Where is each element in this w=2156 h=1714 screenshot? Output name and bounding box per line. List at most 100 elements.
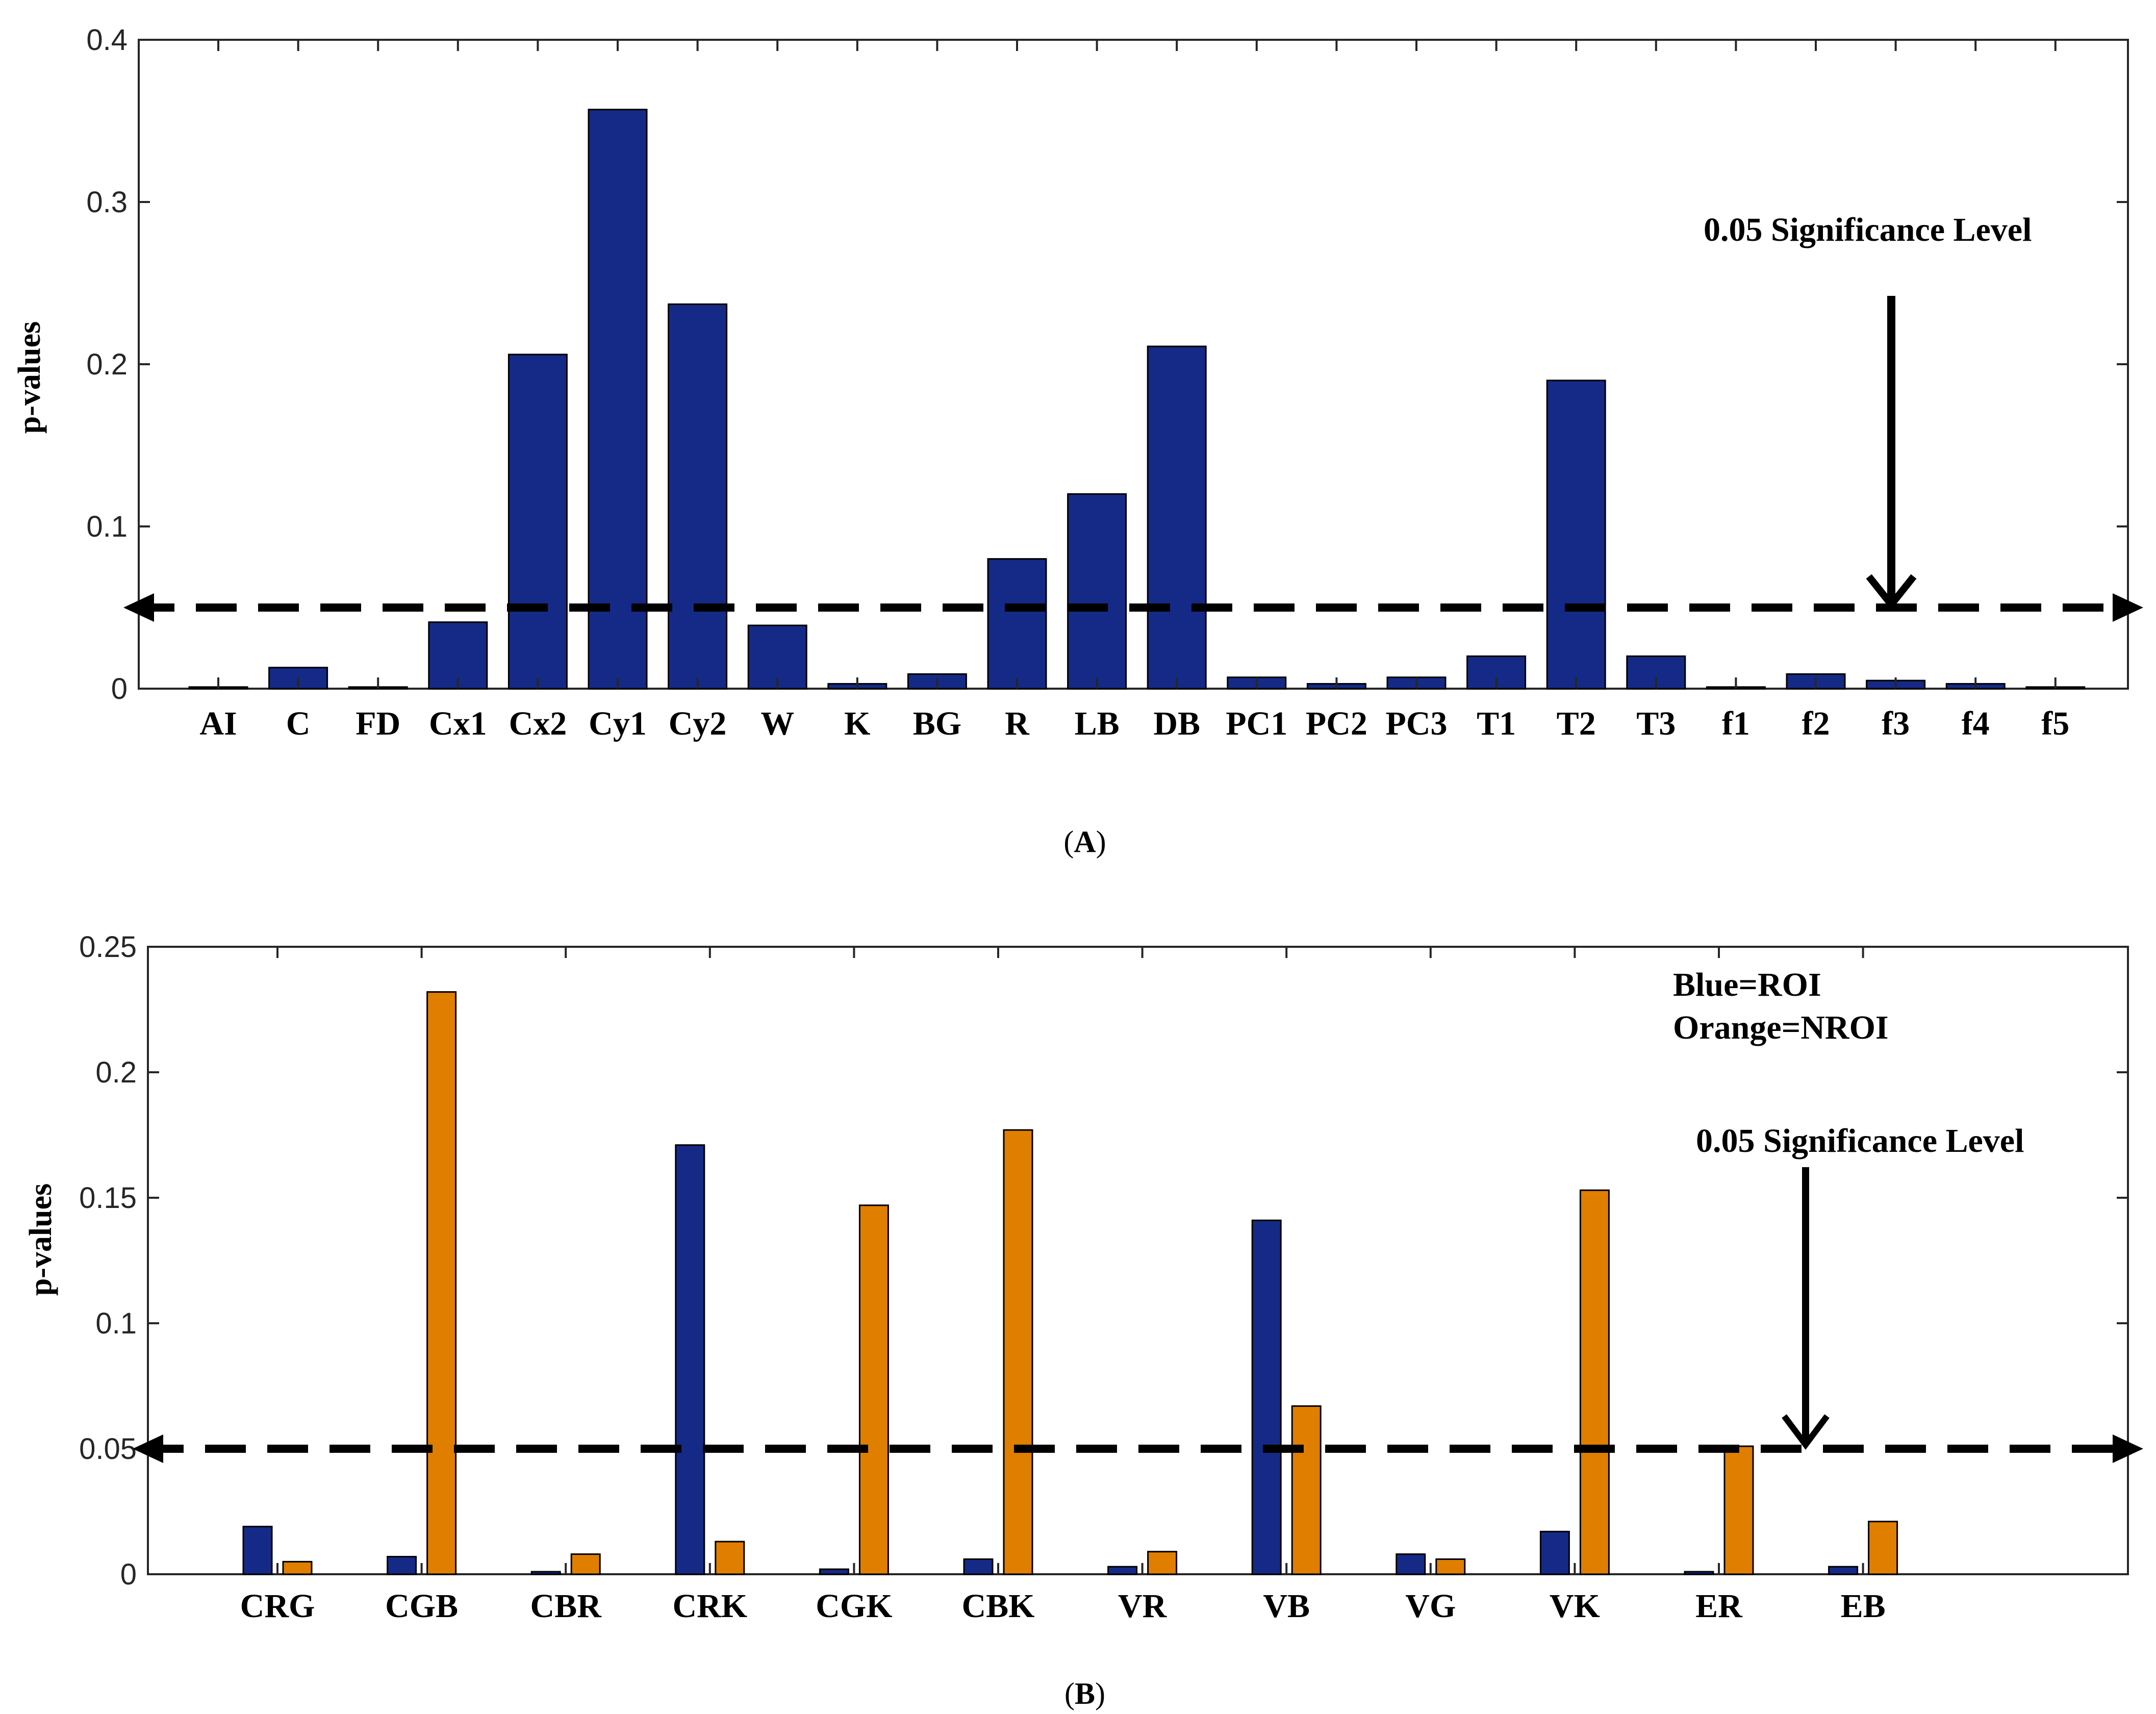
b-bar-roi-er — [1684, 1571, 1714, 1575]
b-bar-roi-crk — [675, 1144, 705, 1575]
a-category-label-t1: T1 — [1477, 705, 1516, 742]
a-category-label-cx2: Cx2 — [509, 705, 567, 742]
b-y-tick-label: 0.25 — [79, 930, 137, 964]
panel-a-annotation-arrow — [1866, 296, 1917, 611]
b-y-tick-label: 0.05 — [79, 1432, 137, 1466]
b-bar-nroi-crk — [715, 1541, 745, 1575]
a-category-label-cx1: Cx1 — [429, 705, 487, 742]
panel-b-label: (B) — [1064, 1677, 1105, 1710]
a-category-label-db: DB — [1153, 705, 1200, 742]
a-category-label-w: W — [760, 705, 794, 742]
b-y-tick-label: 0.1 — [95, 1307, 137, 1340]
a-category-label-pc1: PC1 — [1226, 705, 1287, 742]
a-bar-p-values-cy1 — [588, 109, 648, 690]
b-category-label-crk: CRK — [672, 1587, 747, 1625]
a-category-label-f5: f5 — [2041, 705, 2069, 742]
panel-b-chart: 0 0.05 0.1 0.15 0.2 0.25 CRG CGB CBR CRK CGK CBK VR… — [23, 930, 2143, 1710]
a-category-label-fd: FD — [356, 705, 400, 742]
panel-b-x-axis: CRG CGB CBR CRK CGK CBK VR VB VG VK ER EB — [240, 947, 1886, 1625]
a-category-label-f3: f3 — [1882, 705, 1910, 742]
legend-roi: Blue=ROI — [1673, 966, 1821, 1003]
b-y-tick-label: 0 — [120, 1558, 137, 1591]
b-bar-nroi-vr — [1147, 1551, 1178, 1575]
b-threshold-arrow-right — [2113, 1434, 2143, 1463]
b-bar-roi-cbk — [963, 1558, 994, 1575]
b-category-label-eb: EB — [1841, 1587, 1886, 1625]
b-bar-nroi-eb — [1868, 1521, 1898, 1575]
panel-b-label-letter: B — [1075, 1677, 1095, 1710]
a-y-tick-label: 0.1 — [86, 510, 128, 543]
a-category-label-cy1: Cy1 — [589, 705, 647, 742]
a-y-tick-label: 0.2 — [86, 348, 128, 381]
a-category-label-pc3: PC3 — [1386, 705, 1448, 742]
panel-b-y-axis-label: p-values — [23, 1183, 58, 1296]
b-bar-roi-crg — [242, 1526, 273, 1575]
b-category-label-crg: CRG — [240, 1587, 315, 1625]
a-threshold-arrow-right — [2113, 593, 2143, 622]
b-bar-nroi-cbk — [1003, 1129, 1033, 1575]
a-category-label-f1: f1 — [1722, 705, 1750, 742]
b-category-label-vr: VR — [1118, 1587, 1168, 1625]
b-threshold-arrow-left — [133, 1434, 163, 1463]
b-bar-roi-vb — [1251, 1219, 1282, 1575]
b-category-label-vb: VB — [1263, 1587, 1310, 1625]
a-y-tick-label: 0.4 — [86, 23, 128, 57]
a-bar-p-values-cy2 — [668, 303, 728, 690]
a-category-label-pc2: PC2 — [1306, 705, 1367, 742]
b-bar-nroi-cgb — [426, 991, 457, 1575]
b-bar-nroi-crg — [282, 1560, 313, 1575]
a-bar-p-values-r — [987, 558, 1047, 690]
b-category-label-cbk: CBK — [961, 1587, 1034, 1625]
b-y-tick-label: 0.15 — [79, 1181, 137, 1215]
panel-a-chart: 0 0.1 0.2 0.3 0.4 AI C FD Cx1 Cx2 Cy1 Cy2 W K BG R LB DB… — [12, 23, 2143, 859]
panel-b-annotation-arrow — [1782, 1167, 1830, 1450]
panel-b-plot-area — [147, 946, 2129, 1575]
b-bar-roi-eb — [1828, 1566, 1859, 1575]
b-bar-nroi-cgk — [858, 1204, 889, 1575]
a-category-label-r: R — [1005, 705, 1030, 742]
b-bar-roi-vk — [1539, 1530, 1570, 1575]
panel-a-annotation: 0.05 Significance Level — [1704, 211, 2032, 248]
a-category-label-t3: T3 — [1636, 705, 1676, 742]
a-category-label-t2: T2 — [1557, 705, 1596, 742]
b-bar-nroi-vb — [1291, 1405, 1322, 1575]
panel-a-label-letter: A — [1074, 825, 1096, 859]
b-category-label-cgk: CGK — [816, 1587, 892, 1625]
b-category-label-cbr: CBR — [530, 1587, 602, 1625]
a-bar-p-values-t2 — [1546, 380, 1606, 690]
panel-b-bars — [242, 991, 1898, 1575]
b-bar-roi-vg — [1396, 1553, 1426, 1575]
a-bar-p-values-lb — [1067, 493, 1127, 690]
panel-b-y-axis: 0 0.05 0.1 0.15 0.2 0.25 — [79, 930, 2128, 1591]
b-category-label-vg: VG — [1405, 1587, 1456, 1625]
panel-a-y-axis: 0 0.1 0.2 0.3 0.4 — [86, 23, 2128, 705]
a-y-tick-label: 0 — [111, 672, 128, 705]
b-bar-nroi-vk — [1579, 1189, 1610, 1575]
b-bar-roi-cgk — [819, 1568, 849, 1575]
b-category-label-er: ER — [1695, 1587, 1743, 1625]
b-bar-roi-vr — [1107, 1566, 1138, 1575]
b-bar-nroi-er — [1723, 1445, 1754, 1575]
a-y-tick-label: 0.3 — [86, 186, 128, 219]
b-bar-nroi-vg — [1435, 1558, 1466, 1575]
a-category-label-k: K — [844, 705, 870, 742]
a-category-label-lb: LB — [1075, 705, 1120, 742]
panel-a-label: (A) — [1063, 825, 1106, 859]
a-category-label-bg: BG — [913, 705, 961, 742]
b-category-label-vk: VK — [1550, 1587, 1600, 1625]
b-bar-roi-cgb — [387, 1556, 417, 1575]
a-bar-p-values-cx2 — [508, 354, 568, 690]
panel-a-y-axis-label: p-values — [12, 321, 47, 434]
b-y-tick-label: 0.2 — [95, 1056, 137, 1089]
b-category-label-cgb: CGB — [385, 1587, 458, 1625]
a-threshold-arrow-left — [123, 593, 154, 622]
panel-b-annotation: 0.05 Significance Level — [1696, 1122, 2024, 1160]
a-category-label-cy2: Cy2 — [669, 705, 727, 742]
a-category-label-c: C — [286, 705, 311, 742]
b-bar-roi-cbr — [530, 1571, 561, 1575]
panel-a-x-axis: AI C FD Cx1 Cx2 Cy1 Cy2 W K BG R LB DB PC1 PC2 PC3 T1 T2 T… — [199, 40, 2069, 742]
b-bar-nroi-cbr — [570, 1553, 601, 1575]
a-category-label-f4: f4 — [1962, 705, 1990, 742]
a-category-label-f2: f2 — [1802, 705, 1830, 742]
